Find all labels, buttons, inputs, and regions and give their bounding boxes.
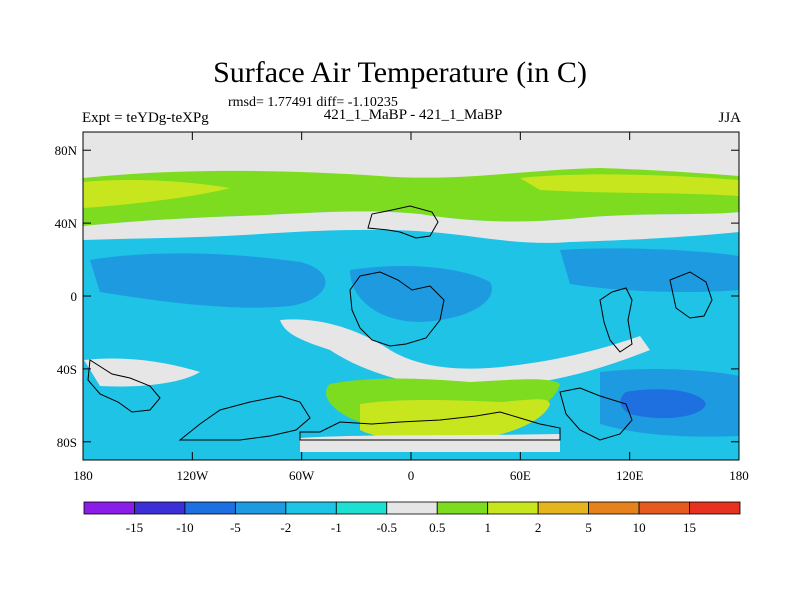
colorbar-swatch: [638, 501, 690, 515]
antarctic-strong-warm-region: [360, 399, 550, 442]
coast-maritime: [599, 287, 633, 353]
strong-cool-patch: [620, 389, 706, 419]
colorbar-swatch: [83, 501, 135, 515]
colorbar-label: -15: [126, 520, 143, 535]
colorbar-swatch: [537, 501, 590, 515]
colorbar-swatch: [234, 501, 287, 515]
colorbar-label: -1: [331, 520, 342, 535]
colorbar-swatch: [386, 501, 438, 515]
case-label: 421_1_MaBP - 421_1_MaBP: [323, 107, 503, 123]
coast-pacific-islands: [669, 271, 713, 319]
coast-australia: [559, 387, 633, 441]
colorbar-label: 5: [585, 520, 592, 535]
coastlines: [87, 205, 713, 441]
lon-tick-label: 120W: [176, 468, 209, 483]
lon-tick-label: 180: [73, 468, 93, 483]
lon-tick-label: 60E: [510, 468, 531, 483]
cool-patch-pacific: [90, 253, 326, 308]
coast-antarctic-west: [178, 395, 311, 441]
lat-tick-label: 80N: [55, 143, 78, 158]
lon-tick-label: 180: [729, 468, 749, 483]
lat-tick-label: 0: [71, 289, 78, 304]
tropical-neutral-streak: [280, 319, 650, 388]
midlatitude-neutral-band: [83, 211, 739, 243]
warm-patch-west: [83, 180, 230, 208]
colorbar-label: -2: [280, 520, 291, 535]
coast-antarctic-east: [299, 411, 561, 441]
coast-south-america: [87, 359, 161, 413]
colorbar-swatch: [184, 501, 236, 515]
cool-patch-asia: [560, 248, 739, 292]
polar-neutral-patch: [300, 434, 560, 452]
colorbar-swatch: [285, 501, 337, 515]
longitude-axis: 180 120W 60W 0 60E 120E 180: [73, 132, 749, 483]
warm-patch-east: [520, 174, 739, 196]
colorbar-label: 10: [633, 520, 646, 535]
coast-africa: [349, 271, 445, 347]
colorbar-swatch: [689, 501, 741, 515]
colorbar-swatch: [588, 501, 640, 515]
lon-tick-label: 60W: [289, 468, 315, 483]
colorbar-swatch: [436, 501, 489, 515]
colorbar-label: -10: [176, 520, 193, 535]
lat-tick-label: 80S: [57, 435, 77, 450]
colorbar-label: -0.5: [376, 520, 397, 535]
colorbar-label: 1: [484, 520, 491, 535]
colorbar-label: 0.5: [429, 520, 445, 535]
map-plot-area: [83, 132, 739, 460]
stats-label: rmsd= 1.77491 diff= -1.10235: [228, 95, 398, 110]
colorbar-label: -5: [230, 520, 241, 535]
colorbar-label: 15: [683, 520, 696, 535]
lat-tick-label: 40N: [55, 216, 78, 231]
colorbar: -15 -10 -5 -2 -1 -0.5 0.5 1 2 5 10 15: [83, 501, 741, 535]
colorbar-swatch: [134, 501, 186, 515]
experiment-label: Expt = teYDg-teXPg: [82, 110, 209, 126]
south-pacific-neutral-patch: [84, 358, 200, 387]
colorbar-swatch: [335, 501, 388, 515]
chart-title: Surface Air Temperature (in C): [213, 56, 587, 89]
lon-tick-label: 0: [408, 468, 415, 483]
lat-tick-label: 40S: [57, 362, 77, 377]
lon-tick-label: 120E: [616, 468, 644, 483]
season-label: JJA: [718, 110, 741, 126]
cool-patch-africa: [350, 266, 492, 322]
coast-europe: [367, 205, 439, 239]
colorbar-label: 2: [535, 520, 542, 535]
colorbar-swatch: [487, 501, 539, 515]
latitude-axis: 80N 40N 0 40S 80S: [55, 143, 739, 450]
